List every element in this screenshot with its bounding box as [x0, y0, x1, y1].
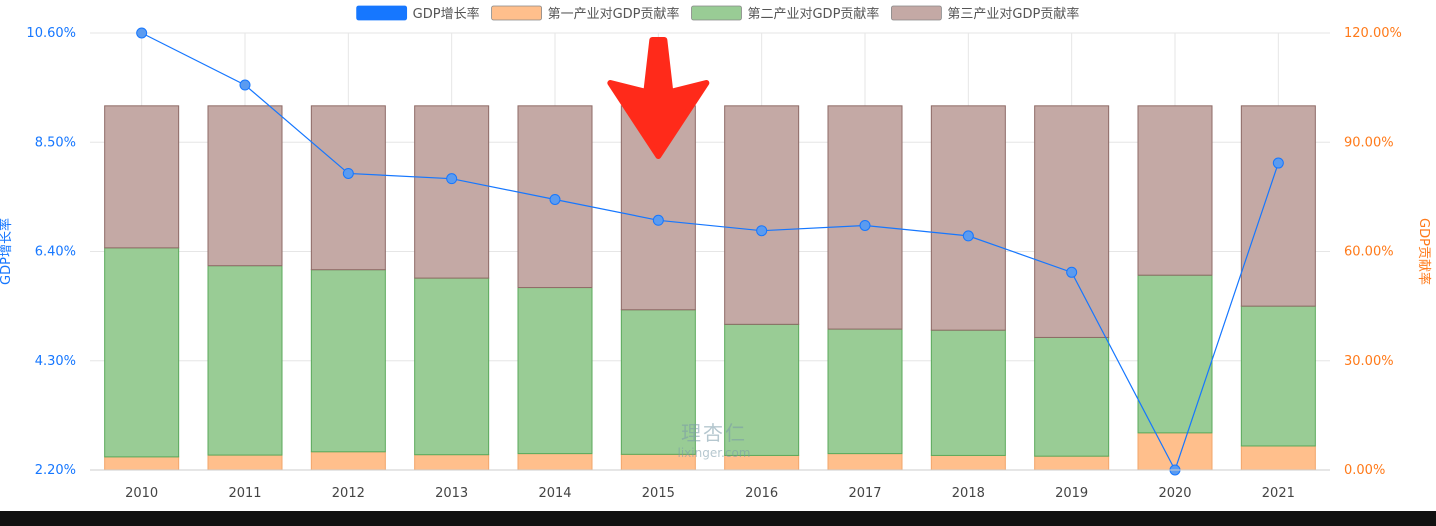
x-tick-label: 2016	[745, 486, 778, 501]
x-tick-label: 2012	[332, 486, 365, 501]
bar-segment-1	[930, 454, 1006, 471]
x-tick-label: 2021	[1262, 486, 1295, 501]
y-left-tick-label: 8.50%	[35, 135, 76, 150]
y-left-tick-label: 4.30%	[35, 354, 76, 369]
y-left-tick-label: 10.60%	[26, 26, 76, 41]
gdp-growth-point	[239, 79, 251, 91]
bar-segment-1	[1137, 432, 1213, 471]
line-layer	[136, 27, 1284, 476]
legend-item[interactable]: 第二产业对GDP贡献率	[691, 5, 879, 22]
gdp-growth-line	[141, 32, 1279, 472]
bottom-bar	[0, 511, 1436, 526]
bar-segment-3	[1240, 105, 1316, 307]
x-tick-label: 2011	[228, 486, 261, 501]
bar-segment-2	[1240, 305, 1316, 447]
bar-segment-2	[620, 309, 696, 455]
bar-segment-3	[414, 105, 490, 279]
watermark-en: lixinger.com	[678, 446, 751, 460]
legend-label: 第一产业对GDP贡献率	[548, 6, 680, 22]
x-tick-label: 2010	[125, 486, 158, 501]
y-right-tick-label: 0.00%	[1344, 463, 1385, 478]
x-tick-label: 2013	[435, 486, 468, 501]
bar-segment-2	[827, 328, 903, 455]
legend-item[interactable]: GDP增长率	[356, 5, 480, 22]
y-right-axis-title: GDP贡献率	[1416, 218, 1432, 285]
bar-segment-1	[1240, 445, 1316, 471]
bar-segment-3	[104, 105, 180, 249]
gdp-growth-point	[756, 225, 768, 237]
bar-segment-2	[310, 269, 386, 453]
bar-segment-2	[1137, 274, 1213, 434]
legend-swatch	[356, 5, 408, 21]
gdp-growth-point	[342, 167, 354, 179]
y-left-tick-label: 2.20%	[35, 463, 76, 478]
bar-segment-2	[1034, 336, 1110, 457]
bar-segment-3	[930, 105, 1006, 331]
y-right-tick-label: 90.00%	[1344, 135, 1394, 150]
bar-segment-1	[414, 454, 490, 471]
y-left-axis-title: GDP增长率	[0, 218, 14, 285]
gdp-contribution-chart: 2.20% 0.00% 4.30% 30.00% 6.40% 60.00% 8.50% 90.…	[0, 5, 1432, 501]
x-tick-label: 2019	[1055, 486, 1088, 501]
bar-segment-2	[104, 247, 180, 458]
gdp-growth-point	[136, 27, 148, 39]
red-arrow-annotation	[607, 37, 710, 159]
bar-segment-3	[724, 105, 800, 325]
bar-segment-1	[207, 454, 283, 471]
bar-segment-1	[310, 451, 386, 471]
x-tick-label: 2015	[642, 486, 675, 501]
legend-swatch	[691, 5, 742, 21]
gdp-growth-point	[549, 193, 561, 205]
legend-label: 第三产业对GDP贡献率	[947, 6, 1079, 22]
bars-layer	[104, 105, 1316, 471]
legend-swatch	[891, 5, 942, 21]
gdp-growth-point	[1066, 266, 1078, 278]
legend-item[interactable]: 第三产业对GDP贡献率	[891, 5, 1079, 22]
bar-segment-1	[1034, 455, 1110, 471]
bar-segment-3	[1034, 105, 1110, 338]
legend[interactable]: GDP增长率 第一产业对GDP贡献率 第二产业对GDP贡献率 第三产业对GDP贡献率	[356, 5, 1080, 22]
x-tick-label: 2017	[848, 486, 881, 501]
axes-layer: 2.20% 0.00% 4.30% 30.00% 6.40% 60.00% 8.50% 90.…	[0, 26, 1432, 501]
x-tick-label: 2014	[538, 486, 571, 501]
legend-label: 第二产业对GDP贡献率	[747, 6, 879, 22]
x-tick-label: 2018	[952, 486, 985, 501]
gdp-growth-point	[859, 219, 871, 231]
bar-segment-1	[104, 456, 180, 471]
gdp-growth-point	[1272, 157, 1284, 169]
legend-swatch	[491, 5, 542, 21]
legend-label: GDP增长率	[413, 6, 480, 22]
y-right-tick-label: 120.00%	[1344, 26, 1402, 41]
y-right-tick-label: 60.00%	[1344, 245, 1394, 260]
bar-segment-1	[517, 453, 593, 471]
bar-segment-2	[724, 323, 800, 456]
gdp-growth-point	[652, 214, 664, 226]
y-left-tick-label: 6.40%	[35, 245, 76, 260]
gdp-growth-point	[962, 230, 974, 242]
bar-segment-3	[207, 105, 283, 267]
legend-item[interactable]: 第一产业对GDP贡献率	[491, 5, 680, 22]
bar-segment-3	[310, 105, 386, 271]
bar-segment-2	[414, 277, 490, 456]
watermark: 理杏仁 lixinger.com	[678, 421, 751, 460]
watermark-cn: 理杏仁	[681, 421, 747, 445]
bar-segment-2	[517, 287, 593, 455]
bar-segment-2	[207, 265, 283, 456]
x-tick-label: 2020	[1158, 486, 1191, 501]
bar-segment-1	[827, 453, 903, 471]
y-right-tick-label: 30.00%	[1344, 354, 1394, 369]
annotation-layer	[607, 37, 710, 159]
bar-segment-2	[930, 329, 1006, 456]
bar-segment-3	[1137, 105, 1213, 276]
bar-segment-3	[827, 105, 903, 330]
gdp-growth-point	[446, 173, 458, 185]
